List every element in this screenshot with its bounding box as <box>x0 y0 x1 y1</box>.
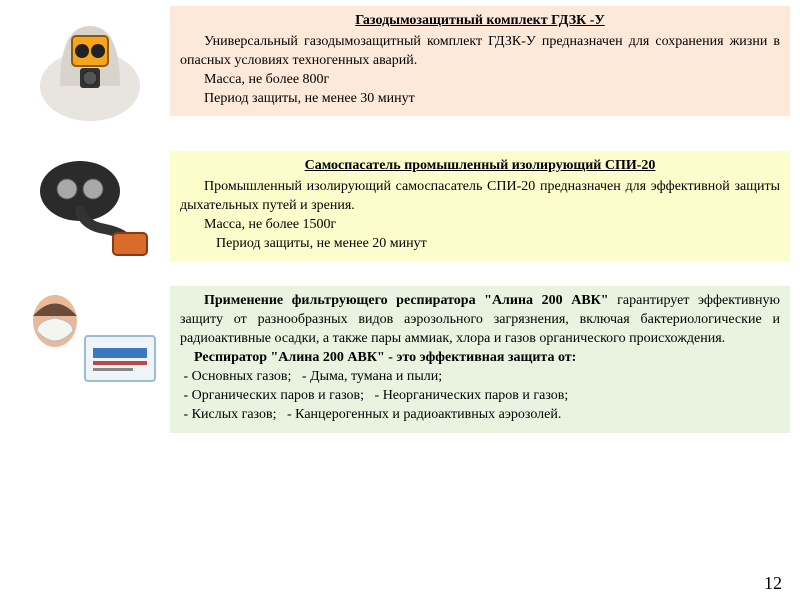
respirator-icon <box>15 286 165 396</box>
item-gdzk-title: Газодымозащитный комплект ГДЗК -У <box>180 12 780 31</box>
item-gdzk-spec1: Масса, не более 800г <box>180 71 780 90</box>
item-spi20: Самоспасатель промышленный изолирующий С… <box>10 151 790 261</box>
item-gdzk: Газодымозащитный комплект ГДЗК -У Универ… <box>10 6 790 126</box>
page-number: 12 <box>764 573 782 594</box>
item-alina-text: Применение фильтрующего респиратора "Али… <box>170 286 790 432</box>
item-alina-subhead: Респиратор "Алина 200 АВК" - это эффекти… <box>180 349 780 368</box>
item-gdzk-desc: Универсальный газодымозащитный комплект … <box>180 33 780 71</box>
item-spi20-desc: Промышленный изолирующий самоспасатель С… <box>180 178 780 216</box>
item-spi20-text: Самоспасатель промышленный изолирующий С… <box>170 151 790 261</box>
item-alina-intro-bold: Применение фильтрующего респиратора "Али… <box>204 293 609 308</box>
item-alina-image <box>10 286 170 396</box>
item-spi20-image <box>10 151 170 261</box>
item-alina: Применение фильтрующего респиратора "Али… <box>10 286 790 432</box>
item-alina-intro: Применение фильтрующего респиратора "Али… <box>180 292 780 349</box>
item-alina-line2: - Органических паров и газов; - Неоргани… <box>180 387 780 406</box>
item-spi20-spec1: Масса, не более 1500г <box>180 216 780 235</box>
item-spi20-title: Самоспасатель промышленный изолирующий С… <box>180 157 780 176</box>
item-spi20-spec2: Период защиты, не менее 20 минут <box>180 235 780 254</box>
gas-hood-icon <box>30 6 150 126</box>
item-gdzk-text: Газодымозащитный комплект ГДЗК -У Универ… <box>170 6 790 116</box>
item-gdzk-image <box>10 6 170 126</box>
self-rescuer-icon <box>25 151 155 261</box>
item-alina-line3: - Кислых газов; - Канцерогенных и радиоа… <box>180 406 780 425</box>
item-alina-line1: - Основных газов; - Дыма, тумана и пыли; <box>180 368 780 387</box>
item-gdzk-spec2: Период защиты, не менее 30 минут <box>180 90 780 109</box>
